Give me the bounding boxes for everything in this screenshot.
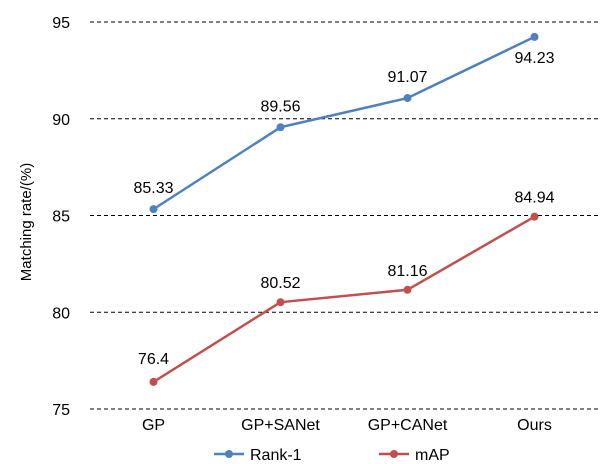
series-map: 76.4 80.52 81.16 84.94	[138, 190, 555, 386]
legend-swatch-marker	[225, 450, 233, 458]
data-point	[276, 123, 285, 132]
y-tick-label: 95	[52, 15, 70, 32]
series-line	[152, 215, 536, 383]
data-point	[403, 94, 412, 103]
legend-swatch-marker	[390, 450, 398, 458]
data-point	[530, 212, 539, 221]
y-axis-label: Matching rate/(%)	[18, 163, 35, 281]
series-layer: 85.33 89.56 91.07 94.23 76.4 80.52 81.16 84.94	[133, 32, 555, 386]
series-line	[152, 35, 536, 211]
series-rank-1: 85.33 89.56 91.07 94.23	[133, 32, 555, 214]
data-label: 80.52	[260, 275, 300, 292]
data-label: 76.4	[138, 351, 169, 368]
data-label: 85.33	[133, 180, 173, 197]
data-label: 84.94	[514, 190, 554, 207]
data-label: 94.23	[514, 50, 554, 67]
data-label: 91.07	[387, 69, 427, 86]
x-tick-label: GP+CANet	[368, 417, 448, 434]
legend-label: mAP	[415, 447, 450, 464]
y-tick-label: 85	[52, 209, 70, 226]
data-point	[276, 298, 285, 307]
data-label: 81.16	[387, 263, 427, 280]
y-tick-label: 75	[52, 402, 70, 419]
data-point	[530, 32, 539, 41]
x-tick-labels: GP GP+SANet GP+CANet Ours	[142, 417, 552, 434]
x-tick-label: GP+SANet	[241, 417, 320, 434]
x-tick-label: Ours	[517, 417, 552, 434]
y-tick-labels: 75 80 85 90 95	[52, 15, 70, 419]
legend-label: Rank-1	[250, 447, 302, 464]
x-tick-label: GP	[142, 417, 165, 434]
legend: Rank-1 mAP	[214, 447, 450, 464]
data-label: 89.56	[260, 98, 300, 115]
data-point	[403, 285, 412, 294]
data-point	[149, 377, 158, 386]
legend-item: mAP	[379, 447, 450, 464]
data-point	[149, 205, 158, 214]
legend-item: Rank-1	[214, 447, 302, 464]
y-tick-label: 80	[52, 305, 70, 322]
y-tick-label: 90	[52, 112, 70, 129]
gridlines	[90, 21, 598, 410]
